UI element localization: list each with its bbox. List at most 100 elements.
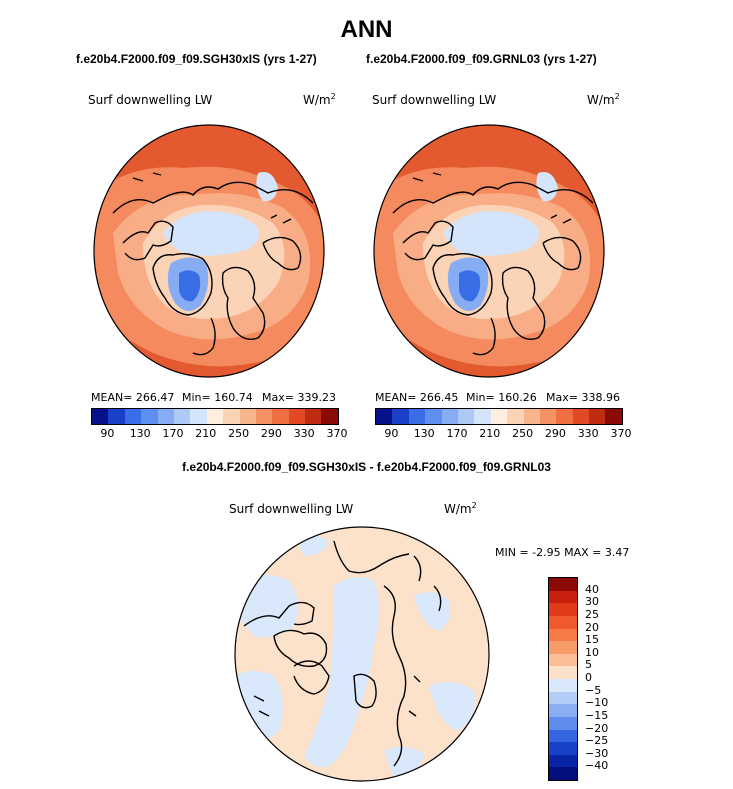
colorbar-swatch: [549, 653, 577, 667]
panel-2-mean: MEAN= 266.45: [375, 391, 459, 404]
colorbar-swatch: [108, 409, 125, 424]
colorbar-tick-label: 290: [544, 427, 566, 440]
colorbar-tick-label: 130: [129, 427, 151, 440]
colorbar-swatch: [549, 691, 577, 705]
greenland-core: [179, 270, 201, 302]
colorbar-swatch: [173, 409, 191, 424]
colorbar-tick-label: 90: [384, 427, 399, 440]
difference-colorbar-ticks: 40 30 25 20 15 10 5 0 −5 −10 −15 −20 −25 −30 −40: [585, 577, 625, 781]
colorbar-swatch: [190, 409, 207, 424]
panel-1-min: Min= 160.74: [182, 391, 253, 404]
colorbar-tick-label: 40: [585, 582, 599, 596]
colorbar-swatch: [539, 409, 557, 424]
colorbar-tick-label: 25: [585, 607, 599, 621]
panel-2-variable: Surf downwelling LW: [372, 93, 497, 107]
colorbar-tick-label: −30: [585, 746, 609, 760]
panel-1-colorbar-ticks: 90 130 170 210 250 290 330 370: [91, 427, 347, 441]
colorbar-tick-label: −5: [585, 683, 602, 697]
colorbar-tick-label: 330: [293, 427, 315, 440]
negative-patch: [429, 682, 475, 731]
colorbar-tick-label: 250: [512, 427, 534, 440]
colorbar-swatch: [605, 409, 622, 424]
panel-1-colorbar: [91, 408, 339, 425]
colorbar-swatch: [425, 409, 442, 424]
season-title: ANN: [340, 16, 393, 43]
colorbar-swatch: [305, 409, 322, 424]
difference-variable: Surf downwelling LW: [229, 502, 354, 516]
colorbar-tick-label: 170: [446, 427, 468, 440]
colorbar-swatch: [321, 409, 338, 424]
panel-2-colorbar-ticks: 90 130 170 210 250 290 330 370: [375, 427, 631, 441]
arctic-ocean-cool: [443, 211, 539, 256]
colorbar-swatch: [392, 409, 409, 424]
colorbar-swatch: [549, 641, 577, 654]
colorbar-tick-label: 250: [228, 427, 250, 440]
colorbar-swatch: [589, 409, 606, 424]
colorbar-tick-label: 370: [326, 427, 348, 440]
colorbar-swatch: [490, 409, 508, 424]
colorbar-swatch: [549, 628, 577, 642]
panel-1-case-title: f.e20b4.F2000.f09_f09.SGH30xIS (yrs 1-27…: [76, 52, 317, 66]
difference-title: f.e20b4.F2000.f09_f09.SGH30xIS - f.e20b4…: [182, 460, 551, 474]
colorbar-swatch: [549, 590, 577, 604]
colorbar-swatch: [206, 409, 224, 424]
panel-1-mean: MEAN= 266.47: [91, 391, 175, 404]
colorbar-tick-label: 15: [585, 633, 599, 647]
panel-1-map: [93, 124, 325, 378]
colorbar-swatch: [572, 409, 590, 424]
colorbar-swatch: [288, 409, 306, 424]
map-border: [234, 526, 490, 782]
arctic-ocean-cool: [163, 211, 259, 256]
colorbar-swatch: [556, 409, 573, 424]
colorbar-tick-label: 290: [260, 427, 282, 440]
cool-patch: [256, 172, 278, 202]
colorbar-swatch: [376, 409, 393, 424]
panel-1-max: Max= 339.23: [262, 391, 336, 404]
colorbar-swatch: [549, 603, 577, 616]
coastlines: [243, 540, 442, 767]
colorbar-swatch: [549, 578, 577, 591]
colorbar-tick-label: 10: [585, 645, 599, 659]
colorbar-swatch: [549, 754, 577, 768]
colorbar-tick-label: 20: [585, 620, 599, 634]
colorbar-swatch: [549, 615, 577, 629]
colorbar-swatch: [141, 409, 158, 424]
colorbar-swatch: [157, 409, 174, 424]
colorbar-swatch: [549, 704, 577, 717]
difference-colorbar: [548, 577, 578, 781]
coastlines: [392, 172, 594, 356]
cool-patch: [536, 172, 558, 202]
colorbar-swatch: [223, 409, 240, 424]
colorbar-swatch: [523, 409, 540, 424]
panel-2-max: Max= 338.96: [546, 391, 620, 404]
difference-minmax: MIN = -2.95 MAX = 3.47: [495, 546, 630, 559]
panel-1-variable: Surf downwelling LW: [88, 93, 213, 107]
colorbar-swatch: [549, 742, 577, 755]
colorbar-tick-label: 5: [585, 658, 592, 672]
colorbar-swatch: [549, 716, 577, 730]
negative-band: [304, 577, 379, 768]
colorbar-tick-label: −40: [585, 759, 609, 773]
colorbar-tick-label: 30: [585, 595, 599, 609]
map-border: [93, 124, 325, 378]
colorbar-swatch: [255, 409, 273, 424]
colorbar-tick-label: −15: [585, 708, 609, 722]
difference-units: W/m2: [444, 501, 477, 516]
colorbar-tick-label: 210: [195, 427, 217, 440]
colorbar-swatch: [549, 729, 577, 743]
colorbar-tick-label: −10: [585, 696, 609, 710]
colorbar-tick-label: 170: [162, 427, 184, 440]
colorbar-tick-label: 0: [585, 671, 592, 684]
colorbar-swatch: [239, 409, 256, 424]
colorbar-tick-label: 330: [577, 427, 599, 440]
panel-2-map: [373, 124, 605, 378]
colorbar-tick-label: −20: [585, 721, 609, 735]
panel-2-min: Min= 160.26: [466, 391, 537, 404]
colorbar-swatch: [92, 409, 109, 424]
panel-2-colorbar: [375, 408, 623, 425]
colorbar-swatch: [549, 666, 577, 679]
colorbar-swatch: [457, 409, 475, 424]
colorbar-swatch: [272, 409, 289, 424]
colorbar-swatch: [549, 767, 577, 780]
colorbar-tick-label: 370: [610, 427, 632, 440]
